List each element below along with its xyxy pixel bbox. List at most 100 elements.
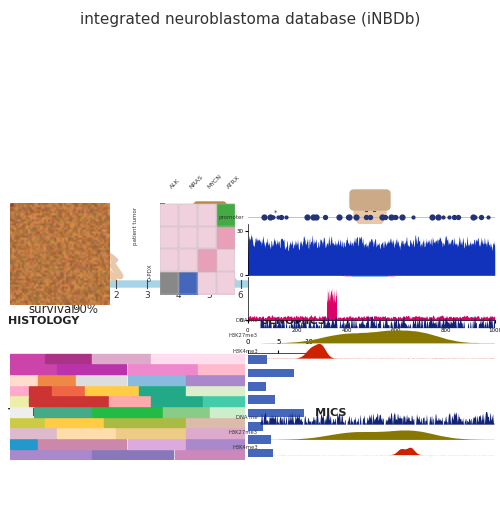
Bar — [45, 418, 103, 427]
Bar — [216, 227, 234, 248]
FancyBboxPatch shape — [353, 261, 387, 289]
Text: H3K4me3: H3K4me3 — [232, 445, 258, 450]
Point — [345, 213, 353, 221]
Ellipse shape — [86, 255, 110, 269]
Point — [310, 213, 318, 221]
Ellipse shape — [64, 250, 116, 270]
Text: 11: 11 — [390, 291, 402, 300]
Bar — [116, 428, 185, 438]
Circle shape — [354, 196, 386, 228]
Text: 4: 4 — [176, 291, 181, 300]
Text: O-PDX: O-PDX — [148, 263, 153, 280]
Text: 9: 9 — [331, 291, 336, 300]
Bar — [10, 439, 37, 449]
Point — [428, 213, 436, 221]
Bar — [29, 386, 51, 395]
Bar — [248, 422, 263, 431]
Bar — [57, 364, 126, 374]
Point — [344, 213, 351, 221]
Bar — [160, 249, 178, 271]
Ellipse shape — [184, 274, 236, 285]
Point — [450, 213, 458, 221]
Text: EPIGENOMICS: EPIGENOMICS — [260, 408, 346, 418]
Bar — [92, 354, 150, 363]
Text: survival:: survival: — [28, 303, 78, 316]
Bar — [216, 272, 234, 294]
Bar — [10, 354, 44, 363]
Bar — [38, 439, 126, 449]
FancyBboxPatch shape — [196, 230, 224, 258]
Bar — [248, 435, 271, 444]
Text: 10%: 10% — [383, 303, 409, 316]
Bar — [128, 439, 185, 449]
Point — [312, 213, 320, 221]
Bar — [216, 249, 234, 271]
Bar — [163, 407, 208, 417]
Bar — [104, 418, 185, 427]
Bar — [179, 272, 197, 294]
Point — [322, 213, 330, 221]
Point — [309, 213, 317, 221]
Text: DNA me: DNA me — [236, 415, 258, 420]
Text: adolescent/young adult: adolescent/young adult — [289, 267, 396, 276]
Point — [410, 213, 418, 221]
Point — [335, 213, 343, 221]
Bar — [179, 272, 197, 294]
Bar — [160, 227, 178, 248]
Bar — [248, 395, 275, 404]
Point — [454, 213, 462, 221]
Bar — [139, 386, 185, 395]
Bar — [179, 204, 197, 226]
Point — [478, 213, 486, 221]
FancyBboxPatch shape — [194, 202, 226, 217]
Text: 10: 10 — [359, 291, 370, 300]
Circle shape — [49, 244, 75, 270]
Point — [391, 213, 399, 221]
Bar — [160, 272, 178, 294]
Text: 6: 6 — [238, 291, 244, 300]
Bar — [216, 204, 234, 226]
Text: MYCN: MYCN — [207, 173, 223, 189]
Point — [468, 213, 476, 221]
Bar — [10, 450, 91, 459]
Ellipse shape — [62, 255, 118, 266]
Bar — [179, 227, 197, 248]
Ellipse shape — [212, 283, 224, 289]
Ellipse shape — [354, 309, 368, 315]
FancyBboxPatch shape — [350, 190, 390, 210]
Text: HISTOLOGY: HISTOLOGY — [8, 316, 79, 326]
Bar — [160, 227, 178, 248]
Text: H3K4me3: H3K4me3 — [232, 348, 258, 354]
Text: ATRX: ATRX — [226, 175, 240, 189]
Bar — [10, 375, 37, 385]
Point — [387, 213, 395, 221]
Bar — [92, 407, 162, 417]
Point — [260, 213, 268, 221]
Bar — [128, 375, 185, 385]
Point — [274, 213, 282, 221]
Text: 50%: 50% — [258, 303, 284, 316]
FancyArrow shape — [50, 279, 445, 289]
Bar — [210, 407, 244, 417]
Bar — [186, 439, 244, 449]
Text: integrated neuroblastoma database (iNBDb): integrated neuroblastoma database (iNBDb… — [80, 12, 420, 27]
Text: 0: 0 — [51, 291, 57, 300]
Bar — [76, 375, 126, 385]
Bar — [216, 227, 234, 248]
Text: H3K27me3: H3K27me3 — [228, 333, 258, 338]
Bar — [174, 450, 244, 459]
Bar — [186, 375, 244, 385]
Text: promoter: promoter — [218, 215, 244, 220]
Bar — [38, 375, 74, 385]
Point — [445, 213, 453, 221]
Bar — [57, 428, 114, 438]
Bar — [29, 396, 60, 406]
Text: TRANSCRIPTOMICS: TRANSCRIPTOMICS — [8, 408, 128, 418]
Bar — [160, 272, 178, 294]
Text: 1: 1 — [82, 291, 88, 300]
Bar — [248, 369, 294, 377]
Text: 5: 5 — [206, 291, 212, 300]
Point — [434, 213, 442, 221]
Point — [362, 213, 370, 221]
Bar — [216, 249, 234, 271]
